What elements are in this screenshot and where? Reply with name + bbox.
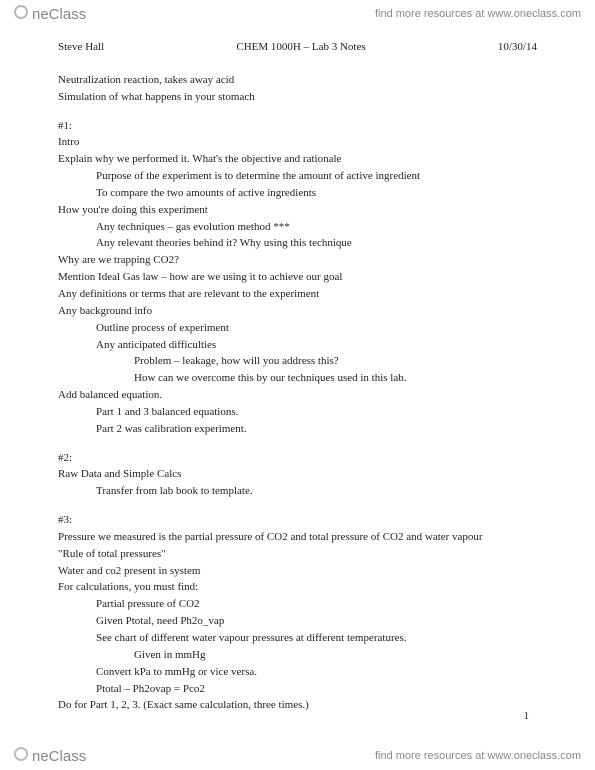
text-line: Any definitions or terms that are releva…: [58, 287, 537, 302]
logo-bottom: neClass: [14, 747, 86, 765]
bottom-resource-link[interactable]: find more resources at www.oneclass.com: [375, 750, 581, 762]
text-line: Any background info: [58, 304, 537, 319]
text-line: Ptotal – Ph2ovap = Pco2: [58, 682, 537, 697]
text-line: Given Ptotal, need Ph2o_vap: [58, 614, 537, 629]
logo-ring-icon: [14, 5, 28, 19]
doc-header: Steve Hall CHEM 1000H – Lab 3 Notes 10/3…: [58, 40, 537, 55]
text-line: To compare the two amounts of active ing…: [58, 186, 537, 201]
doc-date: 10/30/14: [498, 40, 537, 55]
logo-ring-icon: [14, 747, 28, 761]
top-bar: neClass find more resources at www.onecl…: [0, 0, 595, 28]
text-line: Mention Ideal Gas law – how are we using…: [58, 270, 537, 285]
doc-title: CHEM 1000H – Lab 3 Notes: [236, 40, 365, 55]
blank-line: [58, 439, 537, 451]
text-line: Any techniques – gas evolution method **…: [58, 220, 537, 235]
text-line: Partial pressure of CO2: [58, 597, 537, 612]
top-resource-link[interactable]: find more resources at www.oneclass.com: [375, 8, 581, 20]
text-line: Any anticipated difficulties: [58, 338, 537, 353]
blank-line: [58, 501, 537, 513]
text-line: Water and co2 present in system: [58, 564, 537, 579]
text-line: Problem – leakage, how will you address …: [58, 354, 537, 369]
text-line: Transfer from lab book to template.: [58, 484, 537, 499]
logo-text: neClass: [32, 6, 86, 23]
text-line: Part 1 and 3 balanced equations.: [58, 405, 537, 420]
logo: neClass: [14, 5, 86, 23]
text-line: Intro: [58, 135, 537, 150]
text-line: Pressure we measured is the partial pres…: [58, 530, 537, 545]
text-line: #1:: [58, 119, 537, 134]
body-text: Neutralization reaction, takes away acid…: [58, 73, 537, 713]
text-line: Given in mmHg: [58, 648, 537, 663]
text-line: Raw Data and Simple Calcs: [58, 467, 537, 482]
text-line: For calculations, you must find:: [58, 580, 537, 595]
text-line: Any relevant theories behind it? Why usi…: [58, 236, 537, 251]
logo-text: neClass: [32, 748, 86, 765]
page-content: Steve Hall CHEM 1000H – Lab 3 Notes 10/3…: [58, 40, 537, 730]
bottom-bar: neClass find more resources at www.onecl…: [0, 742, 595, 770]
text-line: Part 2 was calibration experiment.: [58, 422, 537, 437]
text-line: Neutralization reaction, takes away acid: [58, 73, 537, 88]
text-line: Purpose of the experiment is to determin…: [58, 169, 537, 184]
text-line: #3:: [58, 513, 537, 528]
author: Steve Hall: [58, 40, 104, 55]
text-line: Explain why we performed it. What's the …: [58, 152, 537, 167]
text-line: Convert kPa to mmHg or vice versa.: [58, 665, 537, 680]
page-number: 1: [524, 709, 530, 724]
blank-line: [58, 107, 537, 119]
text-line: Why are we trapping CO2?: [58, 253, 537, 268]
text-line: Add balanced equation.: [58, 388, 537, 403]
text-line: Do for Part 1, 2, 3. (Exact same calcula…: [58, 698, 537, 713]
text-line: How can we overcome this by our techniqu…: [58, 371, 537, 386]
text-line: See chart of different water vapour pres…: [58, 631, 537, 646]
text-line: #2:: [58, 451, 537, 466]
text-line: Outline process of experiment: [58, 321, 537, 336]
text-line: How you're doing this experiment: [58, 203, 537, 218]
text-line: "Rule of total pressures": [58, 547, 537, 562]
text-line: Simulation of what happens in your stoma…: [58, 90, 537, 105]
